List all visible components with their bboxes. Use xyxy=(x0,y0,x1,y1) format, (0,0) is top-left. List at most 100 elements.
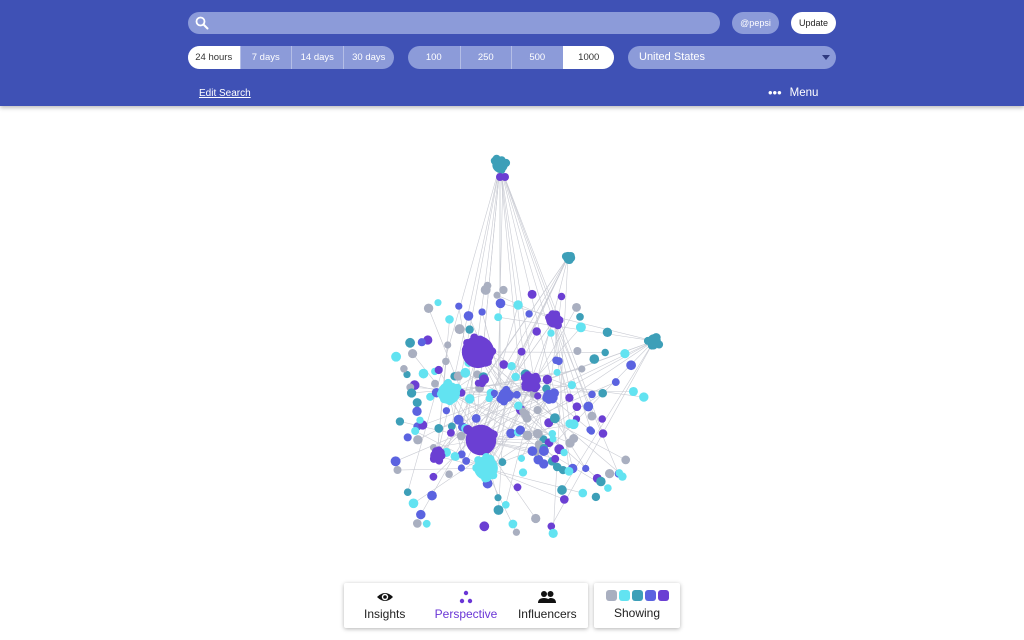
graph-node xyxy=(569,434,579,443)
graph-edge xyxy=(499,164,524,412)
graph-hub-node xyxy=(522,373,540,391)
graph-edge xyxy=(499,164,593,417)
graph-node xyxy=(406,388,417,398)
graph-node xyxy=(474,379,482,387)
graph-node xyxy=(413,435,423,445)
graph-node xyxy=(548,528,558,538)
graph-node xyxy=(583,401,594,412)
count-100[interactable]: 100 xyxy=(425,52,442,63)
search-bar[interactable] xyxy=(188,12,720,34)
graph-node xyxy=(553,368,561,376)
graph-node xyxy=(512,528,521,536)
graph-node xyxy=(578,365,586,373)
graph-edge xyxy=(480,304,519,441)
graph-node xyxy=(417,338,426,347)
graph-node xyxy=(533,405,542,415)
graph-nodes xyxy=(390,154,664,538)
graph-node xyxy=(559,495,569,504)
count-500[interactable]: 500 xyxy=(511,46,563,69)
graph-node xyxy=(465,325,474,334)
graph-edge xyxy=(521,395,550,459)
graph-node xyxy=(418,368,429,379)
graph-hub-node xyxy=(430,449,444,463)
graph-edge xyxy=(499,164,604,434)
graph-node xyxy=(620,348,630,359)
graph-node xyxy=(494,313,503,322)
time-range-14-days[interactable]: 14 days xyxy=(291,46,343,69)
graph-node xyxy=(557,292,566,301)
graph-edge xyxy=(469,381,532,400)
chevron-down-icon xyxy=(822,55,830,60)
count-1000[interactable]: 1000 xyxy=(562,46,614,69)
graph-node xyxy=(479,374,490,385)
graph-hub-node xyxy=(562,251,574,263)
graph-node xyxy=(412,398,422,408)
graph-edge xyxy=(499,164,527,380)
graph-node xyxy=(400,365,408,373)
graph-edge xyxy=(415,430,487,469)
graph-node xyxy=(501,173,509,181)
update-button[interactable]: Update xyxy=(791,12,836,34)
graph-node xyxy=(403,488,412,497)
graph-node xyxy=(531,513,541,524)
graph-node xyxy=(621,455,631,465)
graph-node xyxy=(393,466,402,474)
graph-node xyxy=(479,521,490,532)
graph-node xyxy=(412,519,422,528)
graph-edge xyxy=(496,294,555,321)
graph-node xyxy=(572,302,581,312)
graph-node xyxy=(602,327,613,338)
graph-node xyxy=(517,347,526,356)
graph-hub-node xyxy=(498,389,512,403)
graph-edge xyxy=(553,319,577,420)
graph-node xyxy=(538,446,549,456)
graph-edge xyxy=(451,164,501,427)
network-graph[interactable] xyxy=(0,106,1024,576)
graph-node xyxy=(483,281,492,290)
time-range-24-hours[interactable]: 24 hours xyxy=(188,46,240,69)
influencers-tab[interactable]: Influencers xyxy=(507,583,588,628)
search-input[interactable] xyxy=(214,12,714,34)
graph-node xyxy=(582,464,590,473)
graph-node xyxy=(408,498,419,509)
graph-node xyxy=(456,431,466,441)
perspective-tab[interactable]: Perspective xyxy=(425,583,506,628)
count-250[interactable]: 250 xyxy=(459,46,512,69)
graph-node xyxy=(508,519,518,529)
graph-node xyxy=(567,380,577,390)
swatch-cyan xyxy=(618,590,630,601)
more-dots-icon: ••• xyxy=(768,85,782,100)
swatch-blue xyxy=(644,590,656,601)
showing-filter[interactable]: Showing xyxy=(594,583,680,628)
graph-node xyxy=(568,419,579,430)
graph-edge xyxy=(552,256,569,534)
graph-edge xyxy=(504,331,537,397)
graph-node xyxy=(511,372,520,382)
graph-node xyxy=(427,490,437,501)
graph-node xyxy=(450,451,460,461)
insights-tab[interactable]: Insights xyxy=(344,583,425,628)
people-icon xyxy=(538,591,557,603)
graph-node xyxy=(572,402,582,412)
edit-search-link[interactable]: Edit Search xyxy=(199,88,251,99)
count-selector: 100 250 500 1000 xyxy=(408,46,614,69)
graph-node xyxy=(444,341,452,349)
graph-edge xyxy=(538,340,655,460)
graph-node xyxy=(412,406,422,416)
graph-node xyxy=(604,484,612,492)
graph-node xyxy=(557,485,567,495)
time-range-30-days[interactable]: 30 days xyxy=(342,46,395,69)
handle-chip[interactable]: @pepsi xyxy=(732,12,779,34)
graph-node xyxy=(403,370,411,379)
graph-hub-node xyxy=(543,390,555,402)
graph-node xyxy=(494,494,502,502)
graph-node xyxy=(615,469,624,477)
graph-edge xyxy=(530,381,644,398)
menu-button[interactable]: ••• Menu xyxy=(768,86,818,100)
search-icon xyxy=(195,16,209,30)
graph-node xyxy=(573,346,582,356)
time-range-7-days[interactable]: 7 days xyxy=(239,46,292,69)
graph-node xyxy=(499,360,509,369)
eye-icon xyxy=(376,593,393,601)
country-select[interactable]: United States xyxy=(628,46,836,69)
